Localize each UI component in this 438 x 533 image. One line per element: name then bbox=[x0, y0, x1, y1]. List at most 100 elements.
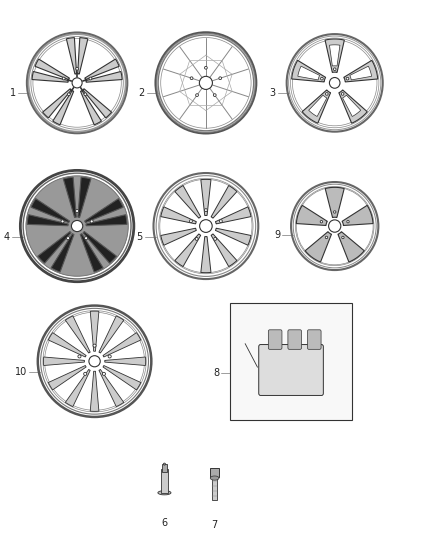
Ellipse shape bbox=[219, 220, 223, 223]
Ellipse shape bbox=[72, 78, 82, 88]
Polygon shape bbox=[329, 45, 340, 66]
Polygon shape bbox=[343, 95, 361, 117]
Ellipse shape bbox=[190, 77, 193, 79]
Polygon shape bbox=[78, 177, 91, 217]
Ellipse shape bbox=[84, 93, 87, 96]
Polygon shape bbox=[325, 39, 344, 72]
Ellipse shape bbox=[346, 77, 349, 80]
Polygon shape bbox=[338, 232, 364, 262]
Ellipse shape bbox=[89, 77, 92, 80]
Ellipse shape bbox=[321, 77, 323, 80]
Ellipse shape bbox=[76, 67, 78, 70]
Ellipse shape bbox=[89, 356, 100, 367]
Polygon shape bbox=[90, 372, 99, 411]
Ellipse shape bbox=[67, 237, 70, 240]
Polygon shape bbox=[78, 38, 88, 74]
Text: 10: 10 bbox=[14, 367, 27, 377]
Text: 4: 4 bbox=[4, 232, 10, 242]
Text: 6: 6 bbox=[161, 518, 167, 528]
Polygon shape bbox=[99, 369, 124, 407]
Polygon shape bbox=[161, 207, 196, 224]
Polygon shape bbox=[86, 215, 127, 226]
Polygon shape bbox=[80, 233, 103, 272]
Polygon shape bbox=[81, 91, 102, 125]
Ellipse shape bbox=[163, 463, 166, 465]
Ellipse shape bbox=[200, 220, 212, 232]
Polygon shape bbox=[83, 231, 117, 263]
Bar bbox=[212, 476, 217, 499]
Bar bbox=[210, 468, 219, 478]
Ellipse shape bbox=[205, 209, 207, 212]
Ellipse shape bbox=[325, 236, 328, 239]
Polygon shape bbox=[35, 59, 69, 79]
Text: 5: 5 bbox=[136, 232, 143, 241]
Polygon shape bbox=[350, 66, 371, 80]
Polygon shape bbox=[86, 71, 122, 82]
Ellipse shape bbox=[347, 221, 349, 223]
Polygon shape bbox=[65, 316, 90, 353]
Bar bbox=[230, 303, 352, 419]
Ellipse shape bbox=[328, 220, 341, 232]
Polygon shape bbox=[211, 185, 237, 218]
Ellipse shape bbox=[210, 476, 219, 480]
Polygon shape bbox=[305, 232, 332, 262]
Ellipse shape bbox=[67, 93, 70, 96]
Text: 3: 3 bbox=[270, 87, 276, 98]
Ellipse shape bbox=[93, 344, 96, 347]
Ellipse shape bbox=[85, 237, 88, 240]
Polygon shape bbox=[298, 66, 320, 80]
Polygon shape bbox=[31, 199, 70, 223]
FancyBboxPatch shape bbox=[268, 330, 282, 349]
Polygon shape bbox=[292, 60, 325, 82]
Ellipse shape bbox=[78, 355, 81, 358]
Polygon shape bbox=[99, 316, 124, 353]
Polygon shape bbox=[342, 205, 373, 225]
Polygon shape bbox=[27, 215, 68, 226]
Ellipse shape bbox=[196, 94, 198, 96]
Polygon shape bbox=[64, 177, 76, 217]
Ellipse shape bbox=[213, 94, 216, 96]
Polygon shape bbox=[53, 91, 74, 125]
Ellipse shape bbox=[158, 491, 171, 495]
Polygon shape bbox=[48, 333, 86, 357]
Ellipse shape bbox=[341, 93, 344, 95]
Polygon shape bbox=[48, 366, 86, 390]
Text: 7: 7 bbox=[212, 520, 218, 530]
Polygon shape bbox=[85, 199, 123, 223]
Ellipse shape bbox=[199, 76, 212, 90]
Polygon shape bbox=[90, 311, 99, 351]
Ellipse shape bbox=[26, 176, 128, 276]
Text: 9: 9 bbox=[274, 230, 280, 240]
Polygon shape bbox=[339, 90, 367, 123]
Polygon shape bbox=[215, 207, 251, 224]
Ellipse shape bbox=[195, 238, 198, 240]
Polygon shape bbox=[38, 231, 71, 263]
Ellipse shape bbox=[214, 238, 216, 240]
Polygon shape bbox=[32, 71, 68, 82]
Polygon shape bbox=[42, 88, 71, 118]
Polygon shape bbox=[105, 357, 146, 366]
Polygon shape bbox=[201, 180, 211, 215]
Ellipse shape bbox=[219, 77, 222, 79]
FancyBboxPatch shape bbox=[259, 344, 323, 395]
Polygon shape bbox=[302, 90, 331, 123]
Polygon shape bbox=[161, 228, 196, 245]
Bar bbox=[161, 470, 168, 492]
Polygon shape bbox=[211, 234, 237, 266]
Ellipse shape bbox=[71, 221, 83, 232]
Ellipse shape bbox=[205, 67, 207, 69]
Polygon shape bbox=[309, 95, 327, 117]
Text: 2: 2 bbox=[138, 88, 145, 98]
Polygon shape bbox=[43, 357, 85, 366]
Ellipse shape bbox=[102, 373, 106, 375]
Ellipse shape bbox=[333, 68, 336, 70]
Polygon shape bbox=[201, 237, 211, 273]
Polygon shape bbox=[175, 234, 201, 266]
Text: 8: 8 bbox=[213, 368, 219, 378]
Ellipse shape bbox=[108, 355, 111, 358]
Polygon shape bbox=[67, 38, 77, 74]
Polygon shape bbox=[51, 233, 74, 272]
Ellipse shape bbox=[190, 220, 192, 223]
Polygon shape bbox=[65, 369, 90, 407]
Polygon shape bbox=[215, 228, 251, 245]
